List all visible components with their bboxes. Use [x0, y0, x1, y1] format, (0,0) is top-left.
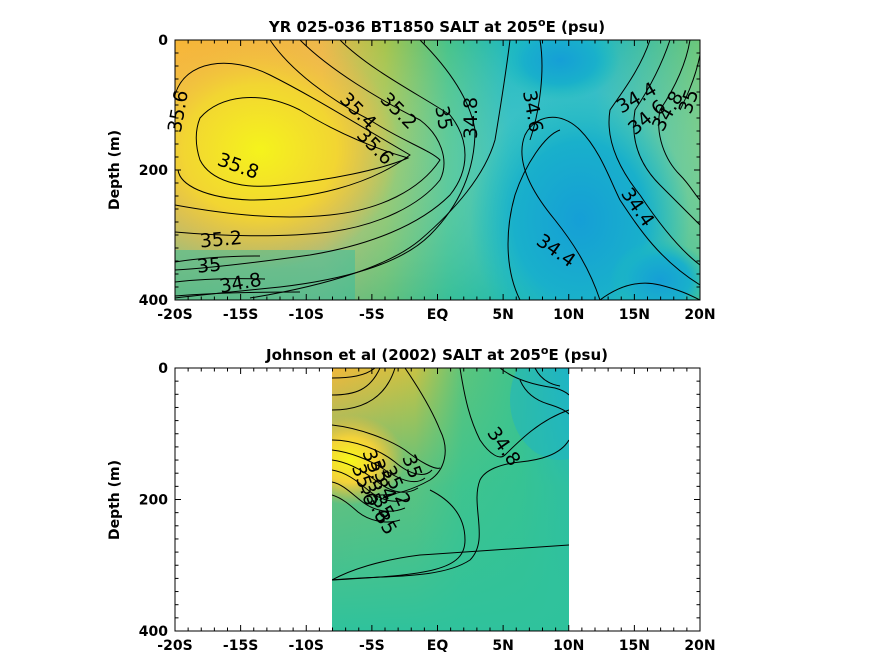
panel-2: Johnson et al (2002) SALT at 205oE (psu)	[107, 344, 716, 654]
contour-label: 35	[430, 104, 456, 132]
panel-1-colorfield	[175, 40, 700, 300]
x-tick-label: 10N	[553, 307, 584, 323]
x-tick-label: -15S	[223, 307, 258, 323]
panel-1-title: YR 025-036 BT1850 SALT at 205oE (psu)	[268, 16, 605, 36]
x-tick-label: 15N	[619, 307, 650, 323]
contour-label: 35	[196, 254, 222, 278]
x-tick-label: -10S	[289, 638, 324, 654]
y-tick-label: 400	[139, 624, 168, 640]
x-tick-label: 5N	[492, 638, 513, 654]
x-tick-label: -10S	[289, 307, 324, 323]
x-tick-label: -20S	[157, 307, 192, 323]
contour-label: 34.8	[460, 97, 482, 139]
panel-2-title: Johnson et al (2002) SALT at 205oE (psu)	[265, 344, 608, 364]
panel-1-contours	[175, 40, 700, 300]
panel-2-contours	[332, 368, 569, 581]
panel-1-ylabel: Depth (m)	[107, 130, 123, 210]
x-tick-label: EQ	[427, 638, 449, 654]
panel-1-ticks: -20S -15S -10S -5S EQ 5N 10N 15N 20N 0 200 400	[139, 33, 716, 323]
panel-2-ticks: -20S -15S -10S -5S EQ 5N 10N 15N 20N 0 200 400	[139, 361, 716, 654]
panel-2-colorfield	[332, 368, 569, 631]
panel-1: YR 025-036 BT1850 SALT at 205oE (psu)	[107, 16, 716, 323]
y-tick-label: 200	[139, 163, 168, 179]
y-tick-label: 200	[139, 493, 168, 509]
x-tick-label: 15N	[619, 638, 650, 654]
x-tick-label: -5S	[359, 638, 385, 654]
x-tick-label: -20S	[157, 638, 192, 654]
x-tick-label: 10N	[553, 638, 584, 654]
x-tick-label: -15S	[223, 638, 258, 654]
x-tick-label: 20N	[684, 638, 715, 654]
x-tick-label: 5N	[492, 307, 513, 323]
y-tick-label: 400	[139, 293, 168, 309]
y-tick-label: 0	[158, 33, 168, 49]
panel-2-ylabel: Depth (m)	[107, 460, 123, 540]
contour-label: 35.2	[199, 227, 243, 253]
x-tick-label: EQ	[427, 307, 449, 323]
y-tick-label: 0	[158, 361, 168, 377]
x-tick-label: 20N	[684, 307, 715, 323]
x-tick-label: -5S	[359, 307, 385, 323]
